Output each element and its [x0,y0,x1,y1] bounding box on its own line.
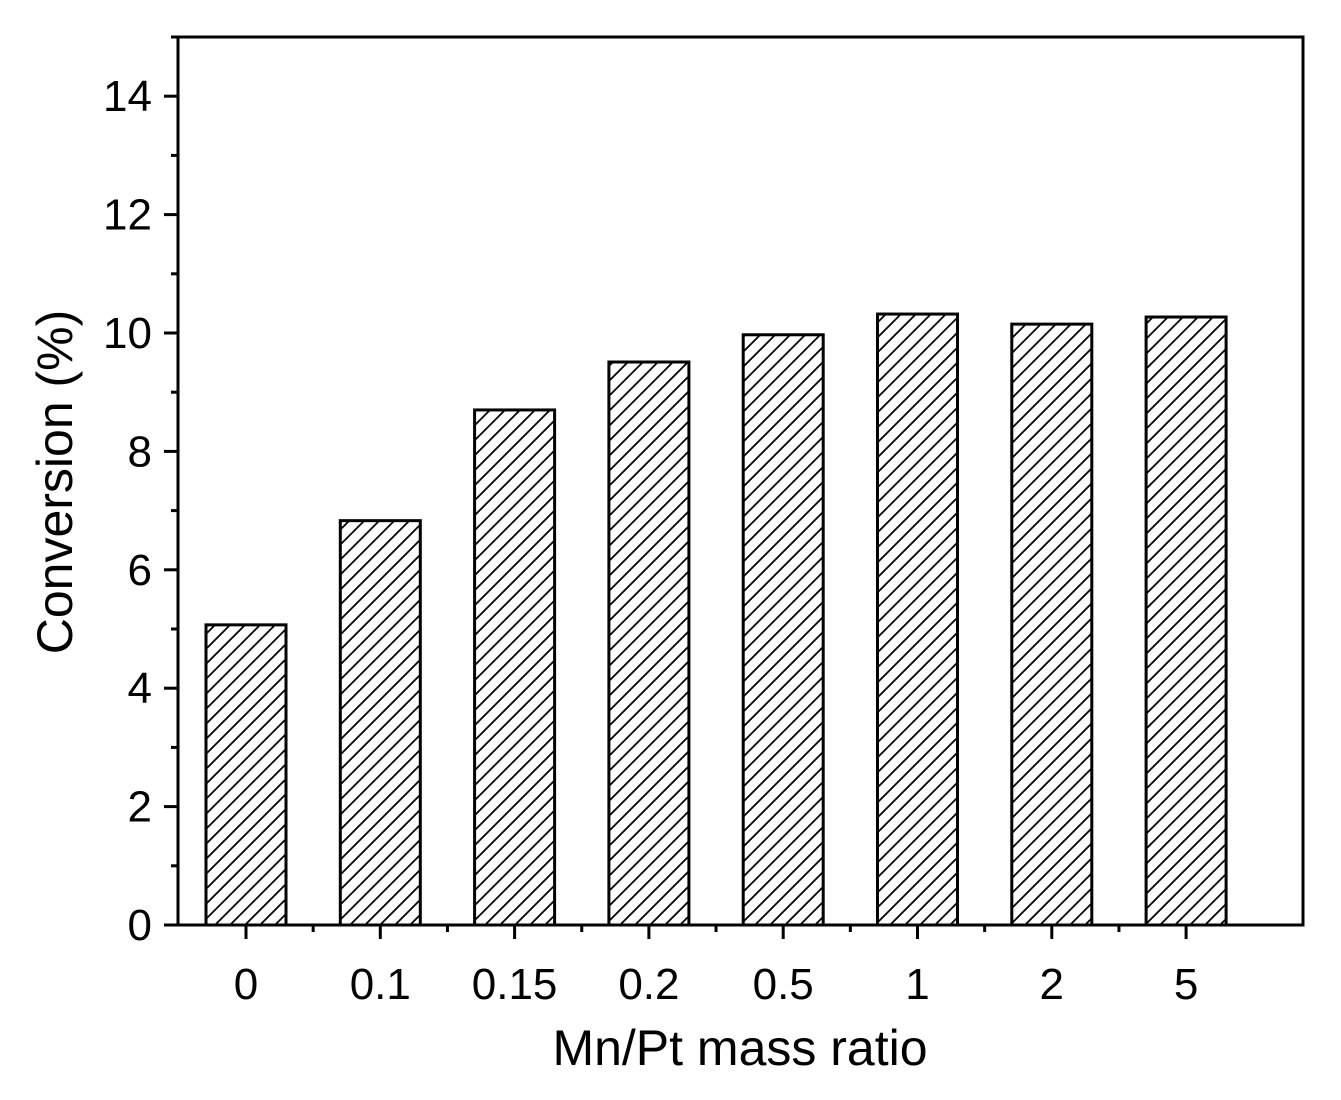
bar-1 [876,312,959,927]
x-tick-label: 0.5 [753,960,814,1009]
bar-5 [1144,315,1228,927]
y-tick-label: 6 [128,546,152,595]
bar-0.1 [338,519,422,927]
x-tick-label: 0.2 [618,960,679,1009]
y-tick-label: 0 [128,901,152,950]
plot-frame [176,35,1305,927]
x-axis-title: Mn/Pt mass ratio [552,1020,927,1076]
bar-0.2 [607,360,691,927]
y-tick-label: 8 [128,427,152,476]
y-tick-label: 2 [128,783,152,832]
x-tick-label: 2 [1040,960,1064,1009]
bars [204,312,1228,927]
y-tick-label: 12 [103,191,152,240]
x-tick-label: 0.1 [350,960,411,1009]
bar-2 [1010,322,1094,927]
x-tick-label: 5 [1174,960,1198,1009]
bar-0.15 [473,408,557,927]
y-axis-title: Conversion (%) [27,310,83,655]
bar-0 [204,623,288,927]
x-tick-label: 0 [234,960,258,1009]
x-tick-label: 0.15 [472,960,558,1009]
y-tick-label: 10 [103,309,152,358]
x-tick-label: 1 [905,960,929,1009]
y-tick-label: 14 [103,72,152,121]
y-tick-label: 4 [128,664,152,713]
bar-0.5 [741,333,825,927]
